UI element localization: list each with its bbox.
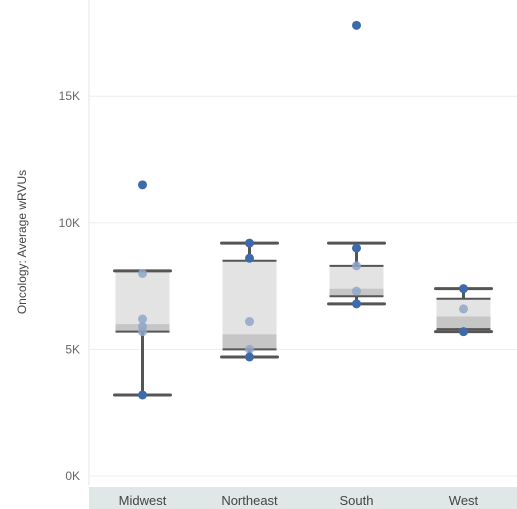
data-point bbox=[459, 304, 468, 314]
data-point bbox=[245, 317, 254, 327]
box-upper-half bbox=[329, 265, 384, 289]
y-tick-label: 10K bbox=[59, 216, 80, 230]
data-point bbox=[352, 286, 361, 296]
x-tick-label-south: South bbox=[340, 493, 374, 508]
y-tick-label: 15K bbox=[59, 89, 80, 103]
data-point bbox=[138, 180, 147, 190]
data-point bbox=[352, 20, 361, 30]
x-tick-label-midwest: Midwest bbox=[119, 493, 167, 508]
x-axis-band bbox=[89, 487, 517, 509]
box-west bbox=[434, 284, 493, 337]
data-point bbox=[245, 352, 254, 362]
data-point bbox=[352, 261, 361, 271]
data-point bbox=[352, 243, 361, 253]
data-point bbox=[352, 299, 361, 309]
box-lower-half bbox=[222, 334, 277, 350]
box-series bbox=[113, 20, 493, 400]
y-axis-label: Oncology: Average wRVUs bbox=[15, 170, 29, 314]
data-point bbox=[138, 327, 147, 337]
gridlines bbox=[89, 95, 517, 477]
x-tick-labels: Midwest Northeast South West bbox=[119, 493, 479, 508]
data-point bbox=[138, 268, 147, 278]
y-tick-labels: 0K 5K 10K 15K bbox=[59, 89, 80, 483]
box-northeast bbox=[220, 238, 279, 362]
data-point bbox=[138, 390, 147, 400]
box-midwest bbox=[113, 180, 172, 400]
data-point bbox=[459, 327, 468, 337]
data-point bbox=[459, 284, 468, 294]
y-tick-label: 5K bbox=[65, 342, 80, 356]
x-tick-label-west: West bbox=[449, 493, 479, 508]
data-point bbox=[138, 314, 147, 324]
data-point bbox=[245, 238, 254, 248]
data-point bbox=[245, 253, 254, 263]
x-tick-label-northeast: Northeast bbox=[221, 493, 278, 508]
box-south bbox=[327, 20, 386, 309]
y-tick-label: 0K bbox=[65, 469, 80, 483]
box-lower-half bbox=[436, 316, 491, 330]
data-point bbox=[245, 344, 254, 354]
